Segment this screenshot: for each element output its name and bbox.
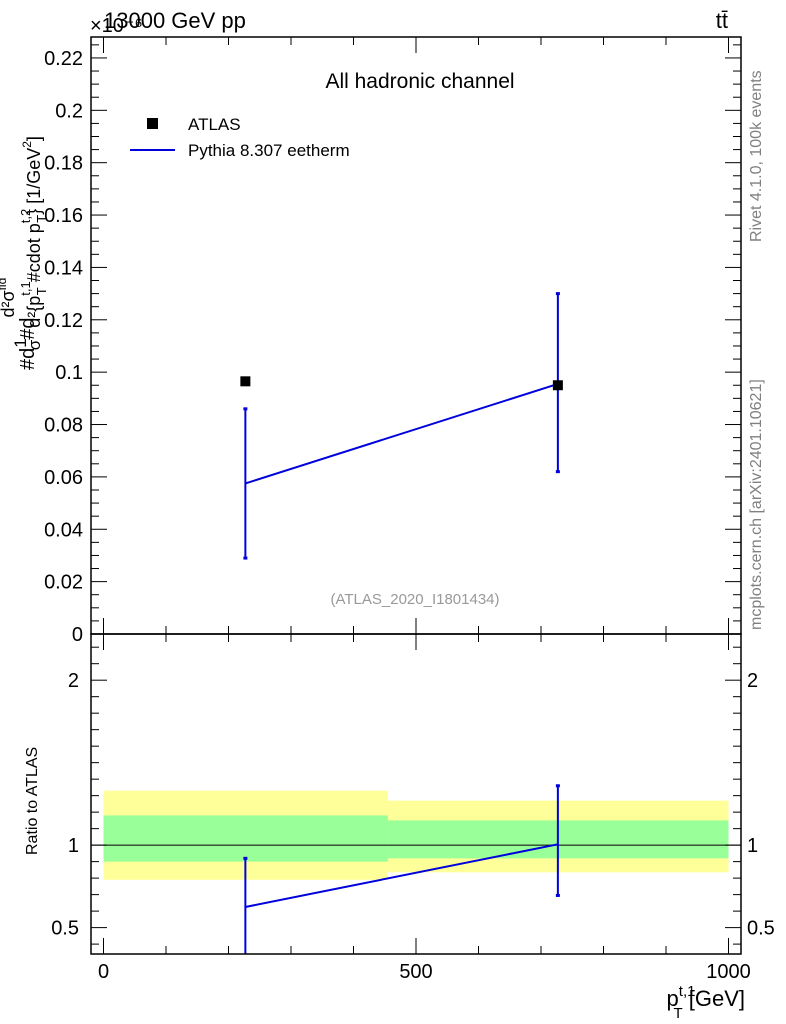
- ratio-panel: 0.5 0.5 1 1 2 2 0 500 1000 Ratio to ATLAS pt,1 T …: [24, 633, 775, 1022]
- main-panel: All hadronic channel (ATLAS_2020_I180143…: [0, 36, 742, 646]
- main-y-tick-label: 0.18: [44, 153, 83, 175]
- main-y-ticks: 0 0.02 0.04 0.06 0.08 0.1 0.12 0.14 0.16 0.18 0.2 0…: [44, 37, 741, 646]
- main-y-tick-label: 0.04: [44, 519, 83, 541]
- x-tick-label: 500: [399, 961, 432, 983]
- ratio-y-tick-label-left: 1: [68, 835, 79, 857]
- main-y-tick-label: 0.22: [44, 48, 83, 70]
- legend-atlas-label: ATLAS: [188, 115, 241, 134]
- energy-label: 13000 GeV pp: [104, 8, 246, 33]
- x-axis-title: pt,1 T [GeV]: [667, 983, 745, 1022]
- main-y-tick-label: 0.02: [44, 572, 83, 594]
- pythia-line: [245, 382, 559, 485]
- atlas-data-point: [240, 376, 251, 387]
- main-y-tick-label: 0.1: [55, 362, 83, 384]
- x-tick-label: 0: [98, 961, 109, 983]
- main-y-tick-label: 0.2: [55, 100, 83, 122]
- watermark: (ATLAS_2020_I1801434): [330, 591, 499, 608]
- process-label: tt̄: [716, 8, 728, 33]
- rivet-label: Rivet 4.1.0, 100k events: [748, 70, 765, 242]
- atlas-data-point: [552, 380, 563, 391]
- ratio-ticks: 0.5 0.5 1 1 2 2 0 500 1000: [51, 634, 775, 983]
- ratio-bands: [91, 790, 741, 880]
- legend-pythia-label: Pythia 8.307 eetherm: [188, 141, 350, 160]
- ratio-pythia-line: [245, 843, 559, 908]
- x-tick-label: 1000: [706, 961, 751, 983]
- main-y-tick-label: 0: [72, 624, 83, 646]
- legend-atlas-marker: [147, 118, 158, 129]
- ratio-band-bin: [103, 815, 388, 862]
- main-y-tick-label: 0.14: [44, 257, 83, 279]
- main-data-layer: [240, 292, 563, 560]
- main-title: All hadronic channel: [325, 70, 514, 93]
- main-y-axis-title: #d1σ#dd²σfidd²{pt,1T #cdot pt,2T} [1/GeV…: [0, 136, 49, 370]
- mcplots-label: mcplots.cern.ch [arXiv:2401.10621]: [748, 379, 765, 630]
- ratio-y-tick-label-left: 0.5: [51, 918, 79, 940]
- ratio-data-layer: [243, 784, 560, 954]
- main-y-tick-label: 0.06: [44, 467, 83, 489]
- main-y-tick-label: 0.16: [44, 205, 83, 227]
- ratio-y-axis-title: Ratio to ATLAS: [24, 747, 41, 855]
- main-y-tick-label: 0.08: [44, 415, 83, 437]
- exponent-label: ×10⁻⁶: [90, 15, 143, 37]
- legend: ATLAS Pythia 8.307 eetherm: [130, 115, 350, 160]
- main-y-tick-label: 0.12: [44, 310, 83, 332]
- ratio-y-tick-label-right: 0.5: [747, 918, 775, 940]
- ratio-y-tick-label-left: 2: [68, 670, 79, 692]
- ratio-frame: [90, 633, 742, 955]
- ratio-y-tick-label-right: 2: [747, 670, 758, 692]
- ratio-y-tick-label-right: 1: [747, 835, 758, 857]
